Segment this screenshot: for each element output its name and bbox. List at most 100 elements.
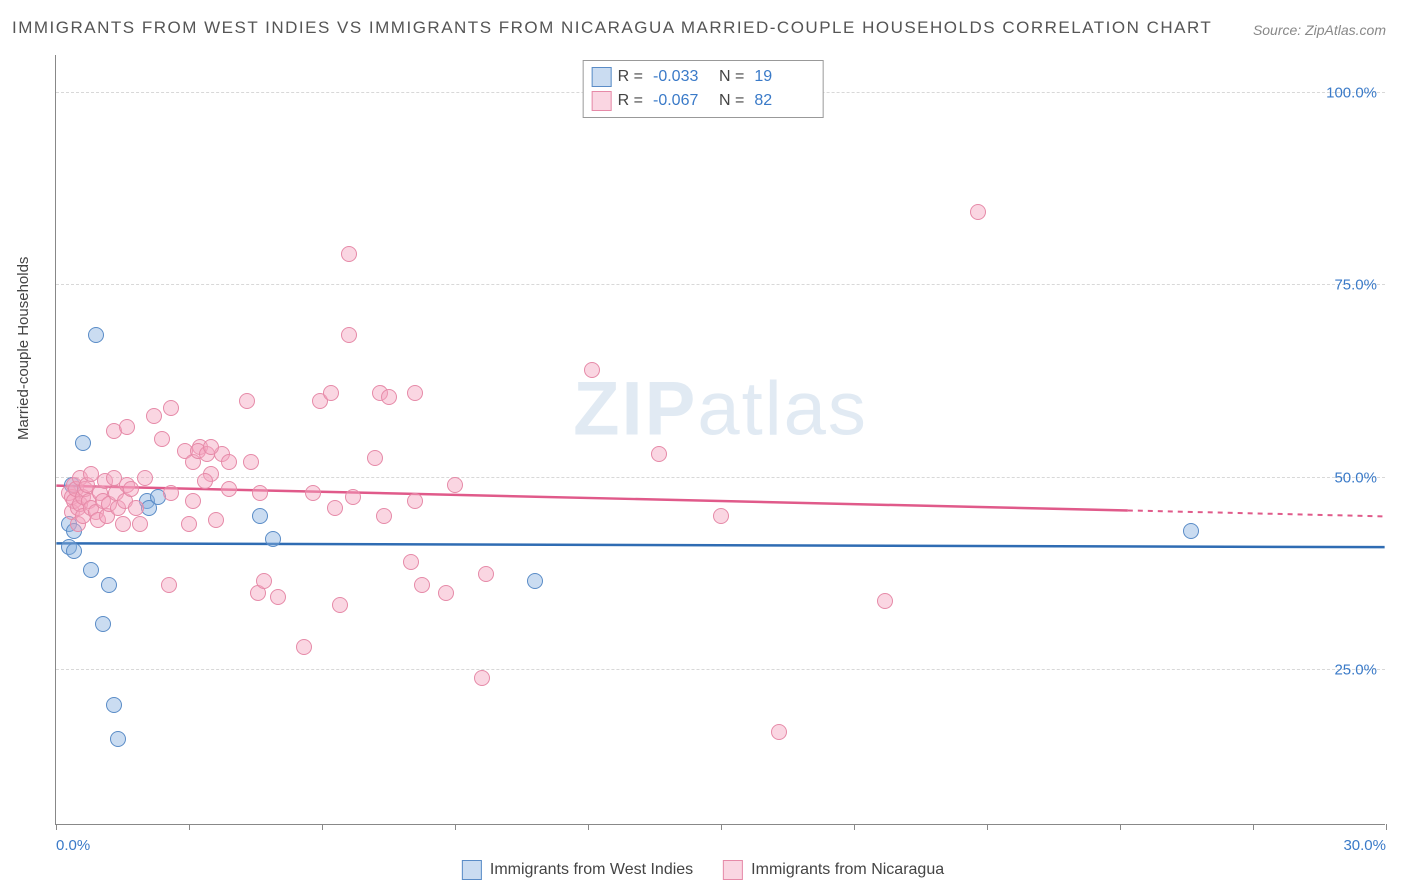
scatter-point-nicaragua <box>341 327 357 343</box>
xtick <box>1253 824 1254 830</box>
legend-row-west-indies: R = -0.033 N = 19 <box>592 65 815 89</box>
scatter-point-nicaragua <box>185 493 201 509</box>
scatter-point-west_indies <box>527 573 543 589</box>
scatter-point-nicaragua <box>970 204 986 220</box>
r-label: R = <box>618 92 643 110</box>
scatter-point-nicaragua <box>323 385 339 401</box>
xtick <box>189 824 190 830</box>
plot-area: ZIPatlas 25.0%50.0%75.0%100.0%0.0%30.0% <box>55 55 1385 825</box>
ytick-label: 50.0% <box>1334 469 1377 486</box>
gridline <box>56 284 1385 285</box>
series-legend: Immigrants from West Indies Immigrants f… <box>462 860 944 880</box>
trendline-west_indies <box>56 543 1384 547</box>
scatter-point-nicaragua <box>128 500 144 516</box>
scatter-point-nicaragua <box>256 573 272 589</box>
scatter-point-nicaragua <box>146 408 162 424</box>
scatter-point-west_indies <box>101 577 117 593</box>
scatter-point-nicaragua <box>407 493 423 509</box>
scatter-point-nicaragua <box>203 439 219 455</box>
legend-row-nicaragua: R = -0.067 N = 82 <box>592 89 815 113</box>
scatter-point-nicaragua <box>221 454 237 470</box>
trend-lines <box>56 55 1385 824</box>
scatter-point-nicaragua <box>123 481 139 497</box>
legend-item-west-indies: Immigrants from West Indies <box>462 860 693 880</box>
ytick-label: 25.0% <box>1334 662 1377 679</box>
xtick <box>588 824 589 830</box>
xtick <box>322 824 323 830</box>
legend-item-nicaragua: Immigrants from Nicaragua <box>723 860 944 880</box>
scatter-point-nicaragua <box>327 500 343 516</box>
scatter-point-nicaragua <box>197 473 213 489</box>
scatter-point-nicaragua <box>771 724 787 740</box>
n-value-west-indies: 19 <box>754 68 814 86</box>
swatch-west-indies <box>462 860 482 880</box>
scatter-point-west_indies <box>66 543 82 559</box>
scatter-point-nicaragua <box>345 489 361 505</box>
scatter-point-nicaragua <box>341 246 357 262</box>
n-label: N = <box>719 92 744 110</box>
scatter-point-nicaragua <box>132 516 148 532</box>
correlation-legend: R = -0.033 N = 19 R = -0.067 N = 82 <box>583 60 824 118</box>
xtick <box>455 824 456 830</box>
scatter-point-nicaragua <box>137 470 153 486</box>
scatter-point-nicaragua <box>447 477 463 493</box>
scatter-point-nicaragua <box>332 597 348 613</box>
xtick <box>1386 824 1387 830</box>
scatter-point-nicaragua <box>119 419 135 435</box>
xtick <box>721 824 722 830</box>
swatch-nicaragua <box>592 91 612 111</box>
r-value-west-indies: -0.033 <box>653 68 713 86</box>
scatter-point-nicaragua <box>270 589 286 605</box>
scatter-point-nicaragua <box>154 431 170 447</box>
scatter-point-nicaragua <box>239 393 255 409</box>
scatter-point-nicaragua <box>367 450 383 466</box>
scatter-point-nicaragua <box>208 512 224 528</box>
y-axis-label: Married-couple Households <box>15 257 32 440</box>
scatter-point-nicaragua <box>381 389 397 405</box>
scatter-point-nicaragua <box>296 639 312 655</box>
scatter-point-nicaragua <box>713 508 729 524</box>
chart-title: IMMIGRANTS FROM WEST INDIES VS IMMIGRANT… <box>12 18 1212 38</box>
xtick <box>56 824 57 830</box>
xtick-label: 30.0% <box>1343 837 1386 854</box>
scatter-point-nicaragua <box>877 593 893 609</box>
scatter-point-nicaragua <box>161 577 177 593</box>
watermark-main: ZIP <box>573 366 697 451</box>
scatter-point-nicaragua <box>651 446 667 462</box>
series-label-nicaragua: Immigrants from Nicaragua <box>751 861 944 879</box>
scatter-point-west_indies <box>95 616 111 632</box>
r-value-nicaragua: -0.067 <box>653 92 713 110</box>
scatter-point-nicaragua <box>407 385 423 401</box>
scatter-point-nicaragua <box>478 566 494 582</box>
source-label: Source: ZipAtlas.com <box>1253 22 1386 38</box>
scatter-point-nicaragua <box>221 481 237 497</box>
scatter-point-nicaragua <box>438 585 454 601</box>
scatter-point-nicaragua <box>305 485 321 501</box>
scatter-point-west_indies <box>1183 523 1199 539</box>
n-value-nicaragua: 82 <box>754 92 814 110</box>
scatter-point-nicaragua <box>163 400 179 416</box>
gridline <box>56 669 1385 670</box>
scatter-point-west_indies <box>110 731 126 747</box>
swatch-nicaragua <box>723 860 743 880</box>
scatter-point-nicaragua <box>181 516 197 532</box>
scatter-point-nicaragua <box>414 577 430 593</box>
xtick <box>987 824 988 830</box>
series-label-west-indies: Immigrants from West Indies <box>490 861 693 879</box>
scatter-point-west_indies <box>265 531 281 547</box>
xtick-label: 0.0% <box>56 837 90 854</box>
scatter-point-west_indies <box>75 435 91 451</box>
watermark-sub: atlas <box>697 366 868 451</box>
trendline-nicaragua <box>56 486 1127 511</box>
scatter-point-nicaragua <box>474 670 490 686</box>
scatter-point-nicaragua <box>584 362 600 378</box>
scatter-point-nicaragua <box>376 508 392 524</box>
scatter-point-nicaragua <box>243 454 259 470</box>
scatter-point-nicaragua <box>163 485 179 501</box>
gridline <box>56 477 1385 478</box>
scatter-point-west_indies <box>88 327 104 343</box>
ytick-label: 100.0% <box>1326 84 1377 101</box>
scatter-point-west_indies <box>252 508 268 524</box>
scatter-point-west_indies <box>83 562 99 578</box>
r-label: R = <box>618 68 643 86</box>
